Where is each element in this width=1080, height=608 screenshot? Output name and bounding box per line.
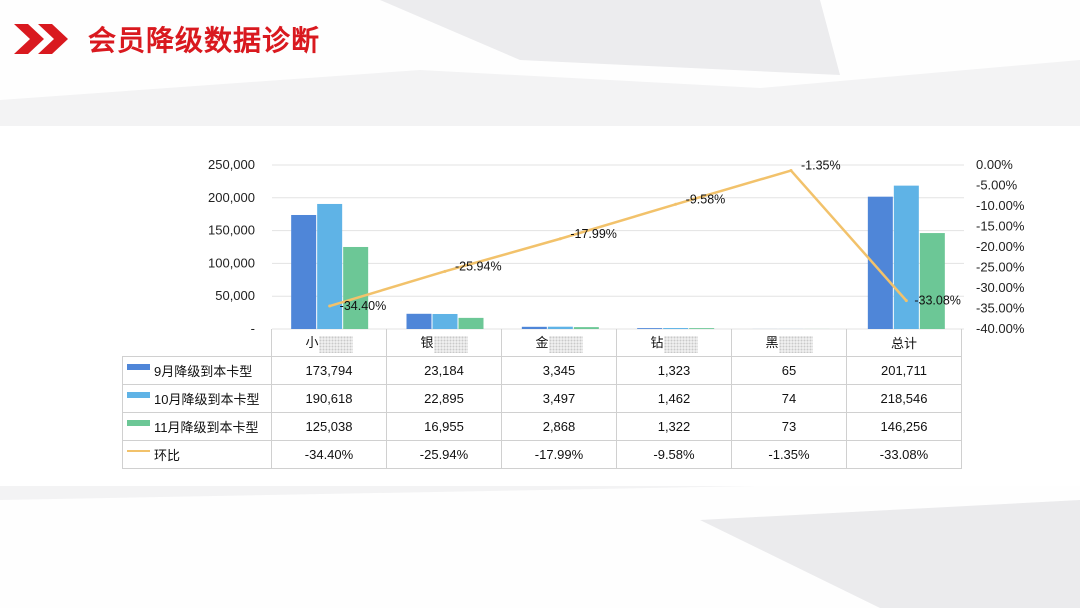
table-corner <box>123 329 272 357</box>
redacted-mask <box>318 335 353 353</box>
table-cell: 218,546 <box>846 384 962 413</box>
redacted-mask <box>548 335 583 353</box>
ratio-point <box>904 299 908 303</box>
bar-1 <box>406 313 432 329</box>
bar-2 <box>663 328 689 329</box>
y-right-tick-label: -35.00% <box>976 301 1025 316</box>
y-right-tick-label: 0.00% <box>976 157 1013 172</box>
y-right-tick-label: -40.00% <box>976 321 1025 336</box>
ratio-point <box>674 202 678 206</box>
ratio-point <box>789 169 793 173</box>
category-label: 金 <box>501 329 617 357</box>
y-right-tick-label: -10.00% <box>976 198 1025 213</box>
y-right-tick-label: -25.00% <box>976 260 1025 275</box>
table-cell: 1,323 <box>616 356 732 385</box>
ratio-point <box>328 304 332 308</box>
bar-1 <box>521 326 547 329</box>
table-cell: 73 <box>731 412 847 441</box>
y-right-tick-label: -20.00% <box>976 239 1025 254</box>
ratio-point <box>443 269 447 273</box>
table-cell: 23,184 <box>386 356 502 385</box>
y-right-tick-label: -15.00% <box>976 219 1025 234</box>
table-cell: 125,038 <box>271 412 387 441</box>
category-label: 小 <box>271 329 387 357</box>
table-cell: -33.08% <box>846 440 962 469</box>
table-cell: 3,345 <box>501 356 617 385</box>
legend-ratio: 环比 <box>122 440 272 469</box>
y-left-tick-label: 100,000 <box>208 255 255 270</box>
table-cell: 190,618 <box>271 384 387 413</box>
ratio-data-label: -17.99% <box>570 227 617 241</box>
table-cell: 2,868 <box>501 412 617 441</box>
y-right-tick-label: -30.00% <box>976 280 1025 295</box>
ratio-data-label: -9.58% <box>686 192 726 206</box>
y-left-tick-label: 50,000 <box>215 288 255 303</box>
y-left-tick-label: 150,000 <box>208 223 255 238</box>
legend-swatch <box>127 363 150 370</box>
bar-3 <box>458 317 484 329</box>
table-cell: 201,711 <box>846 356 962 385</box>
ratio-data-label: -34.40% <box>340 299 387 313</box>
legend-oct: 10月降级到本卡型 <box>122 384 272 413</box>
category-label: 总计 <box>846 329 962 357</box>
y-left-tick-label: - <box>251 321 255 336</box>
table-cell: 22,895 <box>386 384 502 413</box>
table-row-ratio: 环比 -34.40% -25.94% -17.99% -9.58% -1.35%… <box>122 440 962 469</box>
table-cell: -25.94% <box>386 440 502 469</box>
bar-3 <box>573 327 599 329</box>
table-cell: 1,322 <box>616 412 732 441</box>
page-title: 会员降级数据诊断 <box>88 24 321 57</box>
table-header-row: 小 银 金 钻 黑 总计 <box>123 329 962 357</box>
legend-swatch <box>127 419 150 426</box>
y-left-tick-label: 200,000 <box>208 190 255 205</box>
legend-swatch <box>127 391 150 398</box>
legend-swatch <box>127 449 150 452</box>
y-left-tick-label: 250,000 <box>208 157 255 172</box>
bar-1 <box>637 328 663 329</box>
bar-2 <box>317 203 343 329</box>
bar-1 <box>291 214 317 329</box>
redacted-mask <box>433 335 468 353</box>
combo-chart: 250,000 200,000 150,000 100,000 50,000 - 0.00%… <box>208 157 1025 336</box>
table-cell: -17.99% <box>501 440 617 469</box>
chart-panel: 250,000 200,000 150,000 100,000 50,000 - 0.00%… <box>0 126 1080 486</box>
ratio-line <box>329 169 908 308</box>
y-right-tick-label: -5.00% <box>976 178 1018 193</box>
table-row-nov: 11月降级到本卡型 125,038 16,955 2,868 1,322 73 … <box>122 412 962 441</box>
category-label: 钻 <box>616 329 732 357</box>
table-row-sep: 9月降级到本卡型 173,794 23,184 3,345 1,323 65 2… <box>122 356 962 385</box>
redacted-mask <box>778 335 813 353</box>
table-cell: 146,256 <box>846 412 962 441</box>
ratio-data-label: -1.35% <box>801 159 841 173</box>
table-cell: 16,955 <box>386 412 502 441</box>
table-cell: 1,462 <box>616 384 732 413</box>
ratio-data-label: -33.08% <box>914 294 961 308</box>
double-chevron-icon <box>14 24 68 54</box>
table-cell: -9.58% <box>616 440 732 469</box>
bar-2 <box>547 326 573 329</box>
table-cell: 173,794 <box>271 356 387 385</box>
table-cell: -34.40% <box>271 440 387 469</box>
chart-data-table: 小 银 金 钻 黑 总计 9月降级到本卡型 173,794 23,184 3,3… <box>122 329 962 469</box>
redacted-mask <box>663 335 698 353</box>
page-header: 会员降级数据诊断 <box>0 0 1080 120</box>
legend-sep: 9月降级到本卡型 <box>122 356 272 385</box>
bar-3 <box>689 328 715 329</box>
bar-2 <box>432 313 458 329</box>
bar-3 <box>343 246 369 329</box>
table-cell: -1.35% <box>731 440 847 469</box>
ratio-data-label: -25.94% <box>455 259 502 273</box>
bar-2 <box>893 185 919 329</box>
category-label: 黑 <box>731 329 847 357</box>
table-row-oct: 10月降级到本卡型 190,618 22,895 3,497 1,462 74 … <box>122 384 962 413</box>
legend-nov: 11月降级到本卡型 <box>122 412 272 441</box>
table-cell: 65 <box>731 356 847 385</box>
ratio-point <box>558 237 562 241</box>
table-cell: 74 <box>731 384 847 413</box>
bar-3 <box>919 233 945 329</box>
category-label: 银 <box>386 329 502 357</box>
table-cell: 3,497 <box>501 384 617 413</box>
